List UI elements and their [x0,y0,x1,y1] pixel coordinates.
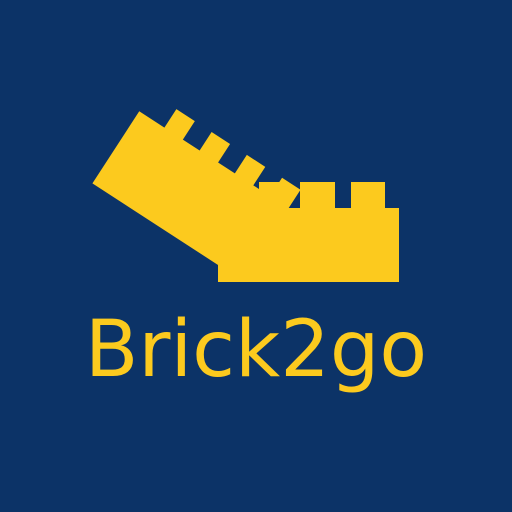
upright-brick-icon [218,182,399,282]
brand-name: Brick2go [84,305,428,395]
